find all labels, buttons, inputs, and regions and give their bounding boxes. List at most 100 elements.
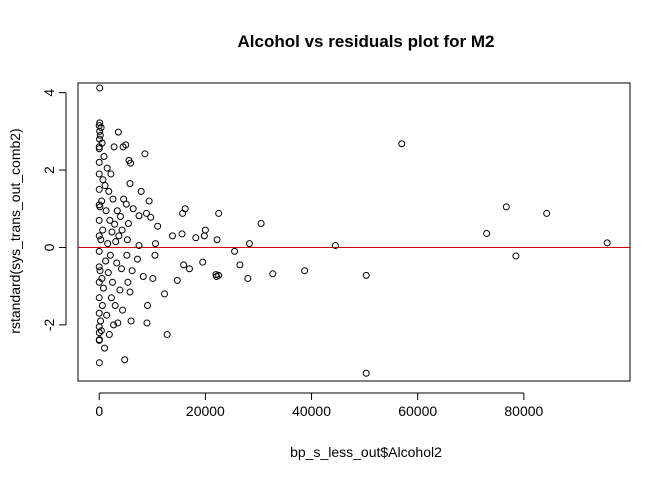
data-point [135, 212, 143, 220]
data-point [123, 236, 131, 244]
data-point [180, 261, 188, 269]
plot-area: 0 20000 40000 60000 80000 -2 0 2 4 [41, 82, 631, 419]
y-tick-label: -2 [41, 318, 57, 331]
data-point [398, 140, 406, 148]
data-point [96, 135, 104, 143]
data-point [125, 156, 133, 164]
data-point [123, 251, 131, 259]
y-axis-label: rstandard(sys_trans_out_comb2) [7, 128, 23, 333]
data-point [97, 124, 105, 132]
data-point [603, 239, 611, 247]
data-point [149, 274, 157, 282]
data-point [102, 207, 110, 215]
data-point [108, 228, 116, 236]
data-point [141, 150, 149, 158]
data-point [179, 209, 187, 217]
data-point [301, 267, 309, 275]
data-point [126, 288, 134, 296]
data-point [173, 276, 181, 284]
data-point [95, 216, 103, 224]
data-point [109, 195, 117, 203]
data-point [269, 270, 277, 278]
data-point [114, 128, 122, 136]
data-point [139, 273, 147, 281]
data-point [95, 232, 103, 240]
data-point [100, 153, 108, 161]
data-point [107, 294, 115, 302]
data-point [101, 182, 109, 190]
data-point [145, 197, 153, 205]
data-point [331, 242, 339, 250]
y-tick-label: 2 [41, 166, 57, 174]
data-point [213, 236, 221, 244]
x-tick-label: 60000 [398, 403, 437, 419]
data-point [95, 309, 103, 317]
data-point [102, 257, 110, 265]
data-point [257, 219, 265, 227]
y-tick-label: 4 [41, 89, 57, 97]
x-tick-label: 40000 [292, 403, 331, 419]
data-point [103, 311, 111, 319]
data-point [95, 247, 103, 255]
data-point [192, 234, 200, 242]
data-point [96, 84, 104, 92]
data-point [116, 213, 124, 221]
data-point [154, 222, 162, 230]
data-point [95, 201, 103, 209]
data-point [110, 143, 118, 151]
data-point [128, 267, 136, 275]
data-point [245, 240, 253, 248]
data-point [95, 323, 103, 331]
data-point [113, 259, 121, 267]
data-point [116, 286, 124, 294]
data-point [126, 180, 134, 188]
data-point [96, 119, 104, 127]
data-point [96, 131, 104, 139]
data-point [483, 230, 491, 238]
data-point [118, 265, 126, 273]
data-point [112, 238, 120, 246]
data-point [502, 203, 510, 211]
data-point [104, 240, 112, 248]
data-point [133, 255, 141, 263]
data-point [124, 219, 132, 227]
data-point [199, 258, 207, 266]
data-point [362, 369, 370, 377]
data-point [168, 232, 176, 240]
y-tick-label: 0 [41, 243, 57, 251]
data-point [95, 294, 103, 302]
data-point [215, 209, 223, 217]
x-tick-label: 0 [95, 403, 103, 419]
data-point [97, 327, 105, 335]
data-point [114, 319, 122, 327]
data-point [110, 321, 118, 329]
data-point [362, 271, 370, 279]
data-point [119, 143, 127, 151]
plot-frame [77, 82, 631, 382]
data-point [95, 278, 103, 286]
data-point [151, 251, 159, 259]
data-point [111, 220, 119, 228]
data-point [135, 242, 143, 250]
data-point [98, 302, 106, 310]
data-point [236, 261, 244, 269]
data-point [119, 306, 127, 314]
data-point [107, 170, 115, 178]
data-point [201, 226, 209, 234]
data-point [95, 185, 103, 193]
data-point [137, 187, 145, 195]
x-axis-label: bp_s_less_out$Alcohol2 [290, 444, 442, 460]
chart-title: Alcohol vs residuals plot for M2 [238, 32, 495, 51]
data-point [142, 209, 150, 217]
data-point [244, 274, 252, 282]
data-point [543, 209, 551, 217]
data-point [512, 252, 520, 260]
data-point [95, 145, 103, 153]
data-point [105, 331, 113, 339]
data-point [118, 226, 126, 234]
data-point [105, 187, 113, 195]
data-point [95, 263, 103, 271]
data-point [106, 251, 114, 259]
data-point [97, 317, 105, 325]
data-point [115, 232, 123, 240]
